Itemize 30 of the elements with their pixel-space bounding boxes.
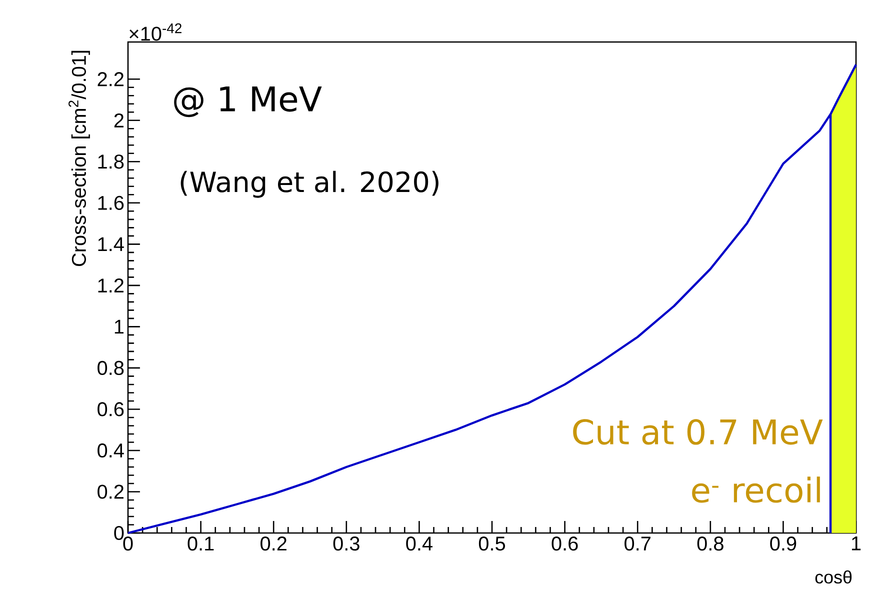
annotation: @ 1 MeV — [174, 86, 322, 118]
x-tick-label: 1 — [852, 536, 861, 550]
y-tick-label: 1.8 — [98, 154, 124, 169]
y-tick-label: 1.4 — [98, 237, 124, 252]
y-axis-title: Cross-section [cm$^{2}$/0.01] — [68, 50, 90, 266]
y-tick-label: 2 — [114, 113, 124, 128]
annotation: (Wang et al. 2020) — [180, 170, 438, 198]
x-tick-label: 0.3 — [333, 536, 360, 551]
x-tick-label: 0.2 — [260, 536, 286, 551]
y-tick-label: 0.4 — [98, 443, 124, 458]
y-tick-label: 0 — [114, 526, 124, 540]
x-tick-label: 0.9 — [770, 536, 796, 551]
x-tick-label: 0.8 — [697, 536, 724, 551]
text: ×10$^{-42}$ — [130, 23, 182, 41]
y-tick-label: 1 — [114, 320, 124, 334]
y-tick-label: 0.2 — [98, 484, 124, 499]
y-tick-label: 1.2 — [98, 278, 124, 292]
annotation: Cut at 0.7 MeV — [573, 419, 823, 445]
y-tick-label: 0.8 — [98, 360, 124, 376]
y-tick-label: 2.2 — [98, 72, 124, 86]
x-tick-label: 0.5 — [478, 536, 506, 551]
y-tick-label: 0.6 — [98, 402, 124, 416]
x-tick-label: 0 — [123, 536, 133, 551]
x-tick-label: 0.4 — [406, 536, 432, 551]
annotation: e$^{-}$ recoil — [692, 476, 820, 503]
x-axis-title: cosθ — [815, 570, 852, 584]
x-tick-label: 0.7 — [624, 536, 650, 551]
y-tick-label: 1.6 — [98, 196, 124, 210]
x-tick-label: 0.1 — [188, 536, 214, 551]
x-tick-label: 0.6 — [552, 536, 578, 551]
